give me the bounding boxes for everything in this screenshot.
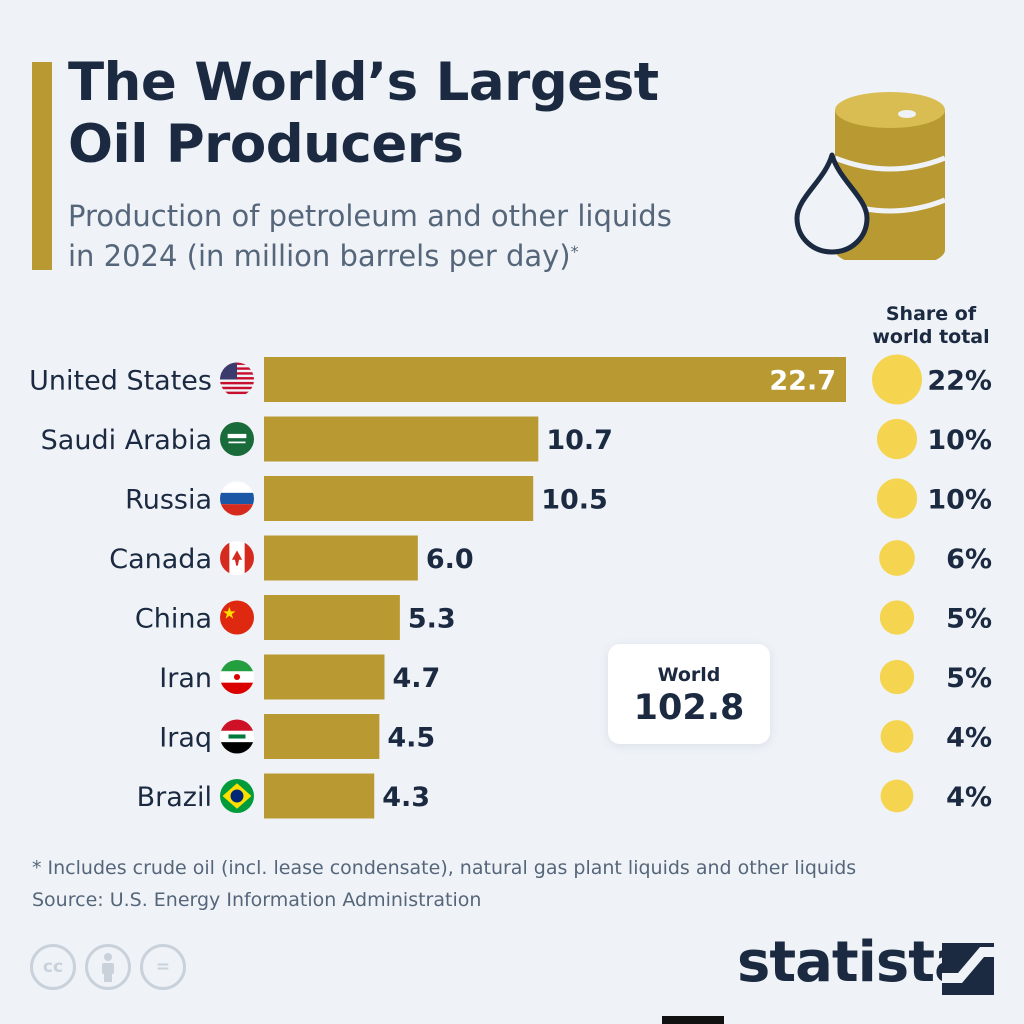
saudi-arabia-flag-icon <box>220 422 254 456</box>
share-bubble <box>880 779 914 813</box>
oil-drop-shape <box>794 152 870 255</box>
share-label: 5% <box>946 604 992 635</box>
footnote-source: Source: U.S. Energy Information Administ… <box>32 889 482 911</box>
share-bubble <box>876 478 918 519</box>
share-label: 4% <box>946 782 992 813</box>
category-label: Saudi Arabia <box>41 425 212 456</box>
flag-band <box>244 541 254 575</box>
share-bubble <box>876 418 918 460</box>
flag-canton <box>220 362 237 380</box>
value-label: 22.7 <box>769 366 836 397</box>
bar <box>264 416 539 462</box>
us-flag-icon <box>220 362 254 395</box>
flag-stripe <box>220 391 254 395</box>
flag-stripe <box>220 719 254 731</box>
flag-script <box>227 433 247 439</box>
value-label: 4.3 <box>382 782 430 813</box>
bar <box>264 714 380 759</box>
bar <box>264 535 418 581</box>
category-label: Iran <box>159 663 212 694</box>
share-label: 4% <box>946 723 992 754</box>
statista-logo-text[interactable]: statista <box>737 930 972 995</box>
flag-field <box>220 422 254 456</box>
share-label: 10% <box>927 485 992 516</box>
flag-stripe <box>220 660 254 672</box>
footnote: * Includes crude oil (incl. lease conden… <box>32 852 856 916</box>
bar <box>264 476 534 521</box>
flag-stripe <box>220 742 254 754</box>
flag-stripe <box>220 492 254 505</box>
category-label: Canada <box>109 544 212 575</box>
iraq-flag-icon <box>220 719 254 754</box>
category-label: Brazil <box>137 782 212 813</box>
flag-globe <box>230 789 244 803</box>
bottom-strip <box>662 1016 724 1024</box>
share-header-line-2: world total <box>872 326 990 348</box>
flag-stripe <box>220 381 254 385</box>
share-label: 5% <box>946 663 992 694</box>
share-bubble <box>879 540 915 576</box>
share-label: 22% <box>927 366 992 397</box>
flag-band <box>220 541 230 575</box>
share-bubble <box>879 600 915 635</box>
russia-flag-icon <box>220 481 254 516</box>
attribution-icon[interactable] <box>85 944 131 990</box>
flag-stripe <box>220 504 254 516</box>
category-label: China <box>135 604 212 635</box>
flag-script <box>228 734 246 739</box>
value-label: 10.7 <box>546 425 613 456</box>
accent-bar <box>32 62 52 270</box>
iran-flag-icon <box>220 660 254 694</box>
china-flag-icon: ★ <box>220 600 254 635</box>
cc-icon[interactable]: cc <box>30 944 76 990</box>
world-total-box: World 102.8 <box>608 644 770 744</box>
subtitle-line-1: Production of petroleum and other liquid… <box>68 199 672 233</box>
value-label: 4.7 <box>393 663 441 694</box>
value-label: 5.3 <box>408 604 456 635</box>
title-line-2: Oil Producers <box>68 114 464 175</box>
flag-field <box>220 600 254 635</box>
flag-emblem <box>233 673 241 681</box>
bar <box>264 595 400 640</box>
subtitle-line-2: in 2024 (in million barrels per day) <box>68 239 571 273</box>
brazil-flag-icon <box>220 779 254 813</box>
flag-stripe <box>220 682 254 694</box>
flag-stripe <box>220 481 254 493</box>
page-title: The World’s Largest Oil Producers <box>68 52 659 176</box>
page-subtitle: Production of petroleum and other liquid… <box>68 196 768 276</box>
oil-barrel-icon <box>794 92 946 260</box>
statista-logo-icon[interactable] <box>942 943 994 995</box>
share-bubble <box>880 720 914 753</box>
share-bubble <box>872 354 922 405</box>
category-label: Iraq <box>159 723 212 754</box>
flag-sword <box>228 441 246 444</box>
no-derivatives-icon[interactable]: = <box>140 944 186 990</box>
bar <box>264 357 846 402</box>
bar <box>264 654 385 700</box>
value-label: 10.5 <box>541 485 608 516</box>
category-label: United States <box>29 366 212 397</box>
title-line-1: The World’s Largest <box>68 52 659 113</box>
share-label: 10% <box>927 425 992 456</box>
flag-star: ★ <box>222 603 236 622</box>
subtitle-footnote-mark: * <box>570 242 579 261</box>
footnote-note: * Includes crude oil (incl. lease conden… <box>32 857 857 879</box>
license-icons: cc = <box>30 944 195 990</box>
share-bubble <box>879 659 915 695</box>
bar <box>264 773 375 819</box>
world-label: World <box>657 664 721 686</box>
maple-leaf-shape <box>231 550 243 566</box>
flag-stripe <box>220 386 254 390</box>
value-label: 6.0 <box>426 544 474 575</box>
value-label: 4.5 <box>387 723 435 754</box>
world-value: 102.8 <box>633 688 745 728</box>
share-label: 6% <box>946 544 992 575</box>
bar-chart: United States 22.7 22% Saudi Arabia 10.7 10% R… <box>29 354 992 819</box>
category-label: Russia <box>125 485 212 516</box>
share-header-line-1: Share of <box>885 303 977 325</box>
share-column-header: Share of world total <box>860 303 1002 349</box>
canada-flag-icon <box>220 541 254 575</box>
